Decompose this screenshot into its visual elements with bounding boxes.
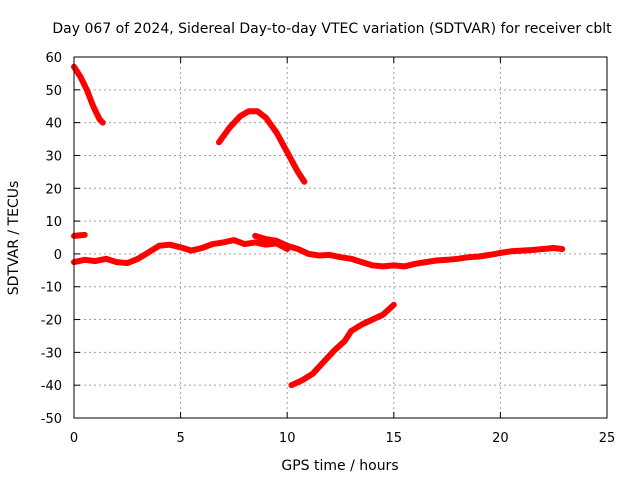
y-tick-label: 20	[45, 182, 62, 197]
x-tick-label: 25	[599, 431, 616, 446]
y-tick-label: -50	[41, 412, 62, 427]
grid	[74, 57, 607, 418]
y-tick-label: 60	[45, 51, 62, 66]
axis-ticks	[73, 56, 608, 419]
x-tick-label: 0	[70, 431, 78, 446]
y-tick-label: 0	[54, 248, 62, 263]
y-tick-label: 30	[45, 149, 62, 164]
y-tick-label: -40	[41, 379, 62, 394]
y-tick-label: 50	[45, 84, 62, 99]
series-segment-main-a	[71, 237, 291, 267]
series-segment-early-high	[71, 63, 106, 126]
y-tick-label: -30	[41, 346, 62, 361]
y-axis-label: SDTVAR / TECUs	[6, 181, 22, 296]
x-tick-label: 15	[386, 431, 403, 446]
y-tick-label: 10	[45, 215, 62, 230]
x-tick-label: 5	[176, 431, 184, 446]
chart-title: Day 067 of 2024, Sidereal Day-to-day VTE…	[52, 21, 612, 37]
y-tick-label: -10	[41, 281, 62, 296]
series-segment-midday-arc	[216, 108, 308, 185]
y-tick-label: 40	[45, 117, 62, 132]
x-tick-label: 20	[492, 431, 509, 446]
y-tick-label: -20	[41, 314, 62, 329]
x-tick-labels: 0 5 10 15 20 25	[70, 431, 615, 446]
x-axis-label: GPS time / hours	[281, 458, 398, 474]
series-segment-low-rise	[288, 301, 397, 389]
plot-frame	[73, 56, 608, 419]
series-group	[71, 63, 566, 389]
x-tick-label: 10	[279, 431, 296, 446]
y-tick-labels: -50 -40 -30 -20 -10 0 10 20 30 40 50 60	[41, 51, 62, 427]
series-segment-short-offset	[71, 231, 88, 239]
series-segment-main-b	[252, 232, 566, 270]
